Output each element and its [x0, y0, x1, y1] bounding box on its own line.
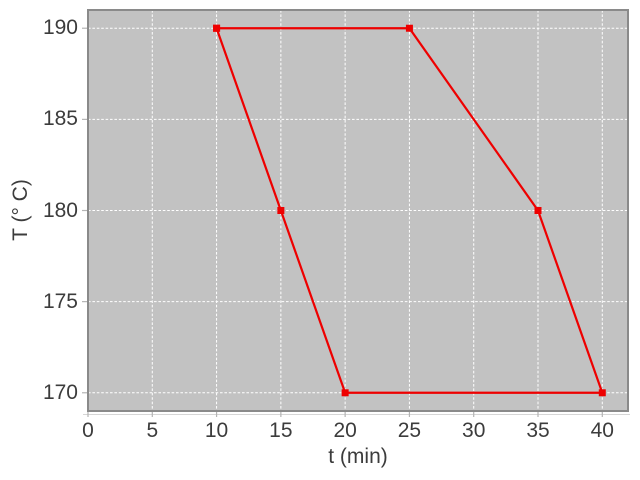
x-tick-label: 10	[204, 419, 229, 442]
x-tick-label: 35	[526, 419, 550, 442]
data-point-marker	[534, 207, 542, 214]
y-tick-label: 185	[42, 107, 78, 131]
data-point-marker	[341, 389, 349, 397]
y-tick-label: 175	[42, 289, 78, 313]
y-tick-label: 170	[42, 380, 78, 404]
x-tick-label: 15	[269, 419, 293, 442]
x-tick-label: 25	[397, 419, 422, 442]
x-tick-label: 5	[146, 419, 159, 442]
data-point-marker	[405, 24, 413, 32]
plot-border	[87, 9, 629, 412]
x-tick-label: 20	[333, 419, 357, 442]
x-tick-label: 0	[82, 419, 94, 442]
y-tick-label: 180	[42, 198, 78, 222]
y-tick-label: 190	[42, 16, 78, 40]
x-tick-label: 40	[590, 419, 614, 442]
x-axis-title: t (min)	[328, 445, 388, 468]
data-point-marker	[598, 389, 606, 397]
x-tick-label: 30	[462, 419, 486, 442]
data-point-marker	[277, 207, 285, 214]
data-point-marker	[213, 24, 221, 32]
